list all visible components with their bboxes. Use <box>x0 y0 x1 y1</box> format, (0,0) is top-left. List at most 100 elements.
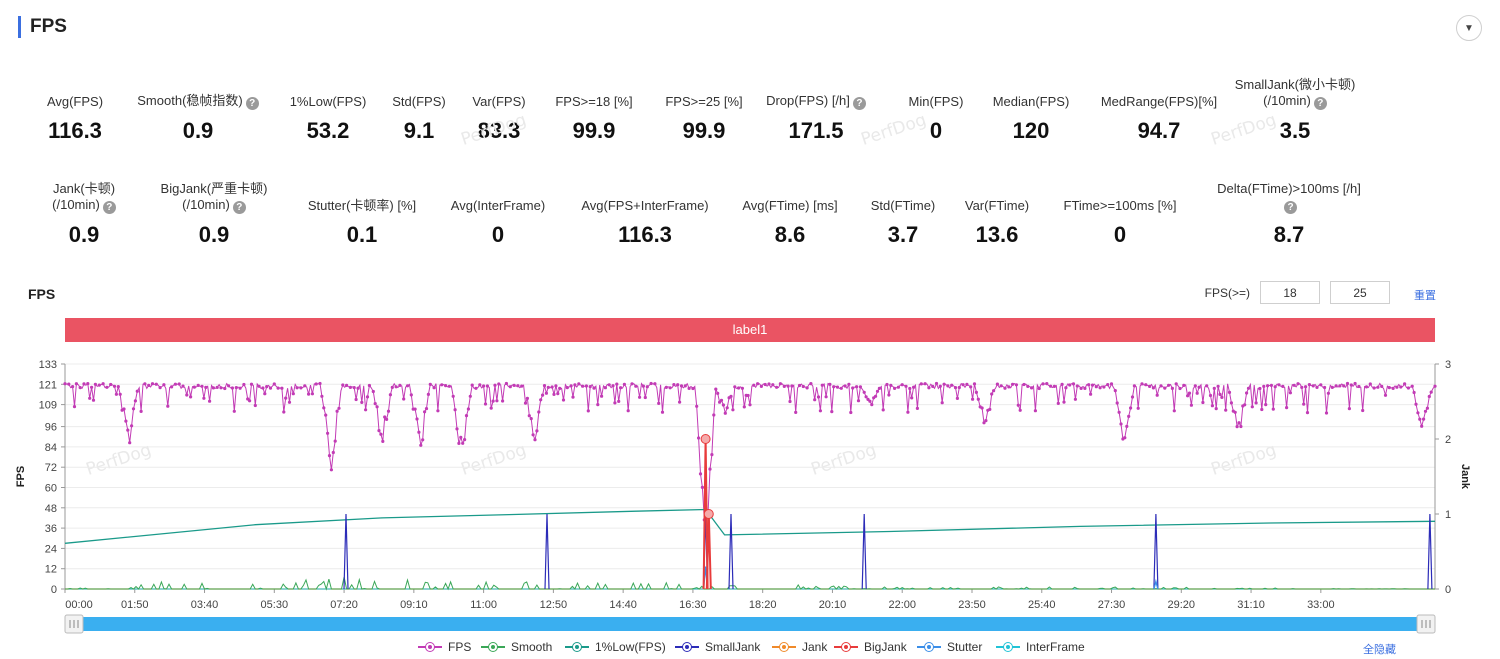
legend-item-stutter[interactable]: Stutter <box>917 640 982 654</box>
y-tick-label: 0 <box>51 584 57 596</box>
fps-data-point <box>569 384 573 388</box>
fps-data-point <box>710 453 714 457</box>
metric-label: Avg(InterFrame) <box>423 182 573 214</box>
legend-label: Smooth <box>511 640 553 654</box>
metric-label-text: Avg(FTime) [ms] <box>742 198 838 213</box>
fps-data-point <box>716 391 720 395</box>
label-band[interactable]: label1 <box>65 318 1435 342</box>
question-icon[interactable]: ? <box>1284 201 1297 214</box>
fps-data-point <box>1380 384 1384 388</box>
fps-data-point <box>491 399 495 403</box>
question-icon[interactable]: ? <box>852 97 866 110</box>
fps-data-point <box>721 403 726 407</box>
fps-data-point <box>1414 402 1418 406</box>
fps-data-point <box>331 450 335 455</box>
fps-data-point <box>1193 384 1197 388</box>
fps-data-point <box>1214 407 1218 411</box>
fps-data-point <box>1172 409 1176 413</box>
bigjank-marker <box>700 434 711 444</box>
fps-data-point <box>1245 391 1249 395</box>
x-tick-label: 12:50 <box>540 599 568 611</box>
metric-label-text: 1%Low(FPS) <box>289 94 367 109</box>
fps-data-point <box>324 413 328 417</box>
fps-data-point <box>1277 383 1281 387</box>
x-tick-label: 01:50 <box>121 599 149 611</box>
question-icon[interactable]: ? <box>232 201 246 214</box>
fps-data-point <box>1353 381 1357 386</box>
legend-item-bigjank[interactable]: BigJank <box>834 640 907 654</box>
fps-data-point <box>1425 406 1429 410</box>
question-icon[interactable]: ? <box>245 97 259 110</box>
fps-data-point <box>489 406 493 410</box>
fps-data-point <box>1132 384 1136 388</box>
fps-data-point <box>478 383 482 387</box>
legend-label: InterFrame <box>1026 640 1085 654</box>
legend-label: 1%Low(FPS) <box>595 640 666 654</box>
fps-data-point <box>643 395 647 400</box>
fps-data-point <box>835 385 840 389</box>
metric-medrange-fps: MedRange(FPS)[%] 94.7 <box>1084 78 1234 144</box>
fps-data-point <box>232 409 236 413</box>
fps-data-point <box>1049 384 1053 388</box>
fps-data-point <box>797 383 802 388</box>
fps-data-point <box>219 386 223 390</box>
legend-swatch-dot <box>426 643 434 651</box>
fps-data-point <box>413 407 417 411</box>
metric-smooth: Smooth(稳帧指数)? 0.9 <box>123 78 273 144</box>
fps-data-point <box>875 389 880 393</box>
fps-data-point <box>447 384 451 388</box>
y-axis-title: FPS <box>15 466 27 487</box>
legend-item-interframe[interactable]: InterFrame <box>996 640 1085 654</box>
fps-data-point <box>381 439 385 443</box>
fps-data-point <box>394 385 398 389</box>
fps-data-point <box>881 408 885 412</box>
fps-data-point <box>1416 411 1420 415</box>
legend-item-smalljank[interactable]: SmallJank <box>675 640 760 654</box>
hide-all-link[interactable]: 全隐藏 <box>1363 644 1396 656</box>
fps-data-point <box>128 441 132 445</box>
fps-data-point <box>759 384 764 388</box>
reset-link[interactable]: 重置 <box>1414 290 1436 302</box>
legend-item-jank[interactable]: Jank <box>772 640 827 654</box>
fps-data-point <box>1395 385 1399 389</box>
fps-threshold-input-1[interactable] <box>1260 281 1320 304</box>
legend-item-smooth[interactable]: Smooth <box>481 640 552 654</box>
fps-data-point <box>365 395 370 399</box>
fps-data-point <box>1302 402 1306 406</box>
metric-value: 0 <box>491 222 505 247</box>
fps-data-point <box>740 386 745 390</box>
fps-data-point <box>1087 383 1091 387</box>
fps-data-point <box>1170 386 1174 390</box>
fps-data-point <box>1189 403 1193 407</box>
fps-data-point <box>1357 384 1361 389</box>
fps-data-point <box>354 397 358 402</box>
fps-data-point <box>211 386 215 390</box>
fps-data-point <box>1148 384 1152 388</box>
fps-data-point <box>832 385 836 389</box>
question-icon[interactable]: ? <box>1313 97 1327 110</box>
fps-data-point <box>1349 383 1353 387</box>
fps-data-point <box>550 385 554 389</box>
fps-data-point <box>1163 386 1167 390</box>
fps-data-point <box>485 384 489 388</box>
fps-data-point <box>348 385 352 389</box>
fps-data-point <box>1117 410 1121 414</box>
fps-data-point <box>657 401 661 405</box>
metric-label-text: FPS>=25 [%] <box>665 94 743 109</box>
fps-data-point <box>398 383 402 387</box>
metric-min-fps: Min(FPS) 0 <box>861 78 1011 144</box>
fps-data-point <box>611 384 615 388</box>
fps-data-point <box>116 385 120 389</box>
fps-threshold-input-2[interactable] <box>1330 281 1390 304</box>
collapse-button[interactable]: ▼ <box>1456 15 1482 41</box>
fps-data-point <box>908 386 912 391</box>
fps-data-point <box>788 399 792 404</box>
fps-data-point <box>234 386 238 390</box>
legend-item-fps[interactable]: FPS <box>418 640 471 654</box>
legend-item-1-low-fps[interactable]: 1%Low(FPS) <box>565 640 666 654</box>
fps-data-point <box>1292 383 1296 387</box>
question-icon[interactable]: ? <box>102 201 116 214</box>
time-range-scrollbar[interactable] <box>65 617 1435 631</box>
fps-data-point <box>542 384 547 388</box>
